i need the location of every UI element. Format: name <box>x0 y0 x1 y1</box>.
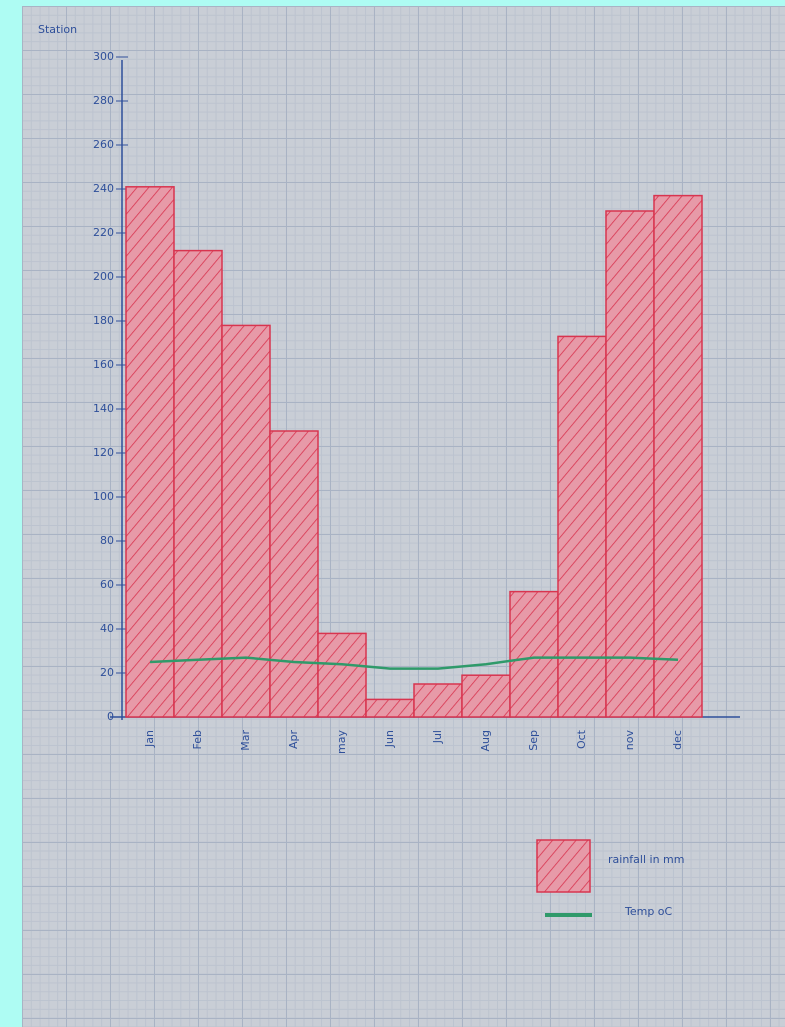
legend-label: rainfall in mm <box>608 853 684 866</box>
bar <box>606 211 654 717</box>
bar <box>318 633 366 717</box>
bar <box>126 187 174 717</box>
page: Station 0 20 40 60 80 100 120 140 160 180 200 220 24… <box>0 0 785 1027</box>
y-tick-label: 240 <box>93 182 114 195</box>
chart: Station 0 20 40 60 80 100 120 140 160 180 200 220 24… <box>0 0 785 1027</box>
bar <box>654 196 702 717</box>
y-tick-label: 280 <box>93 94 114 107</box>
legend-label: Temp oC <box>624 905 673 918</box>
x-tick-label: may <box>335 730 348 754</box>
y-tick-label: 200 <box>93 270 114 283</box>
bar <box>174 251 222 717</box>
y-tick-label: 80 <box>100 534 114 547</box>
x-tick-label: nov <box>623 730 636 751</box>
y-tick-label: 0 <box>107 710 114 723</box>
y-tick-label: 120 <box>93 446 114 459</box>
y-tick-label: 100 <box>93 490 114 503</box>
y-tick-label: 60 <box>100 578 114 591</box>
bar <box>510 592 558 717</box>
x-tick-label: Mar <box>239 730 252 751</box>
bar <box>414 684 462 717</box>
x-tick-label: Jan <box>143 730 156 748</box>
y-tick-label: 160 <box>93 358 114 371</box>
x-tick-label: Aug <box>479 730 492 751</box>
x-tick-label: Jun <box>383 730 396 748</box>
y-tick-label: 300 <box>93 50 114 63</box>
x-tick-label: Sep <box>527 730 540 751</box>
y-tick-label: 40 <box>100 622 114 635</box>
y-tick-label: 220 <box>93 226 114 239</box>
chart-title: Station <box>38 23 77 36</box>
x-tick-label: dec <box>671 730 684 750</box>
bar <box>558 336 606 717</box>
y-tick-label: 260 <box>93 138 114 151</box>
y-tick-label: 180 <box>93 314 114 327</box>
bar <box>270 431 318 717</box>
bar <box>462 675 510 717</box>
x-tick-label: Oct <box>575 729 588 749</box>
bar <box>366 699 414 717</box>
x-tick-label: Feb <box>191 730 204 749</box>
y-tick-label: 140 <box>93 402 114 415</box>
x-tick-label: Apr <box>287 730 300 750</box>
x-tick-label: Jul <box>431 730 444 744</box>
y-tick-label: 20 <box>100 666 114 679</box>
legend-swatch <box>537 840 590 892</box>
